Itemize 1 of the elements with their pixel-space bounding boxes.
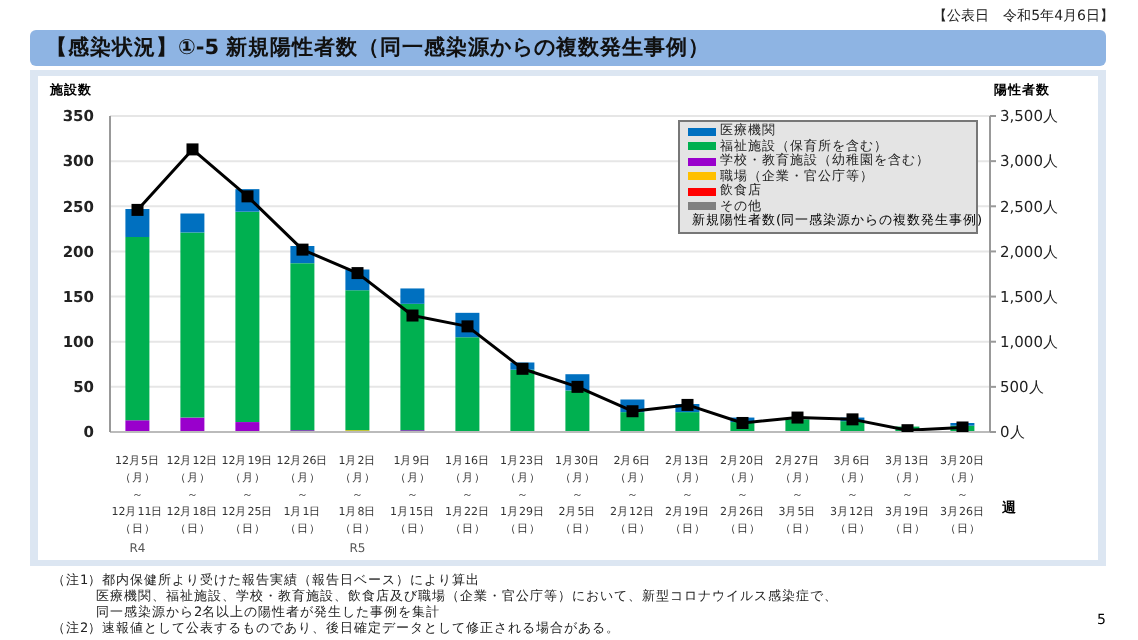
chart-title: 【感染状況】①-5 新規陽性者数（同一感染源からの複数発生事例） — [30, 30, 1106, 66]
